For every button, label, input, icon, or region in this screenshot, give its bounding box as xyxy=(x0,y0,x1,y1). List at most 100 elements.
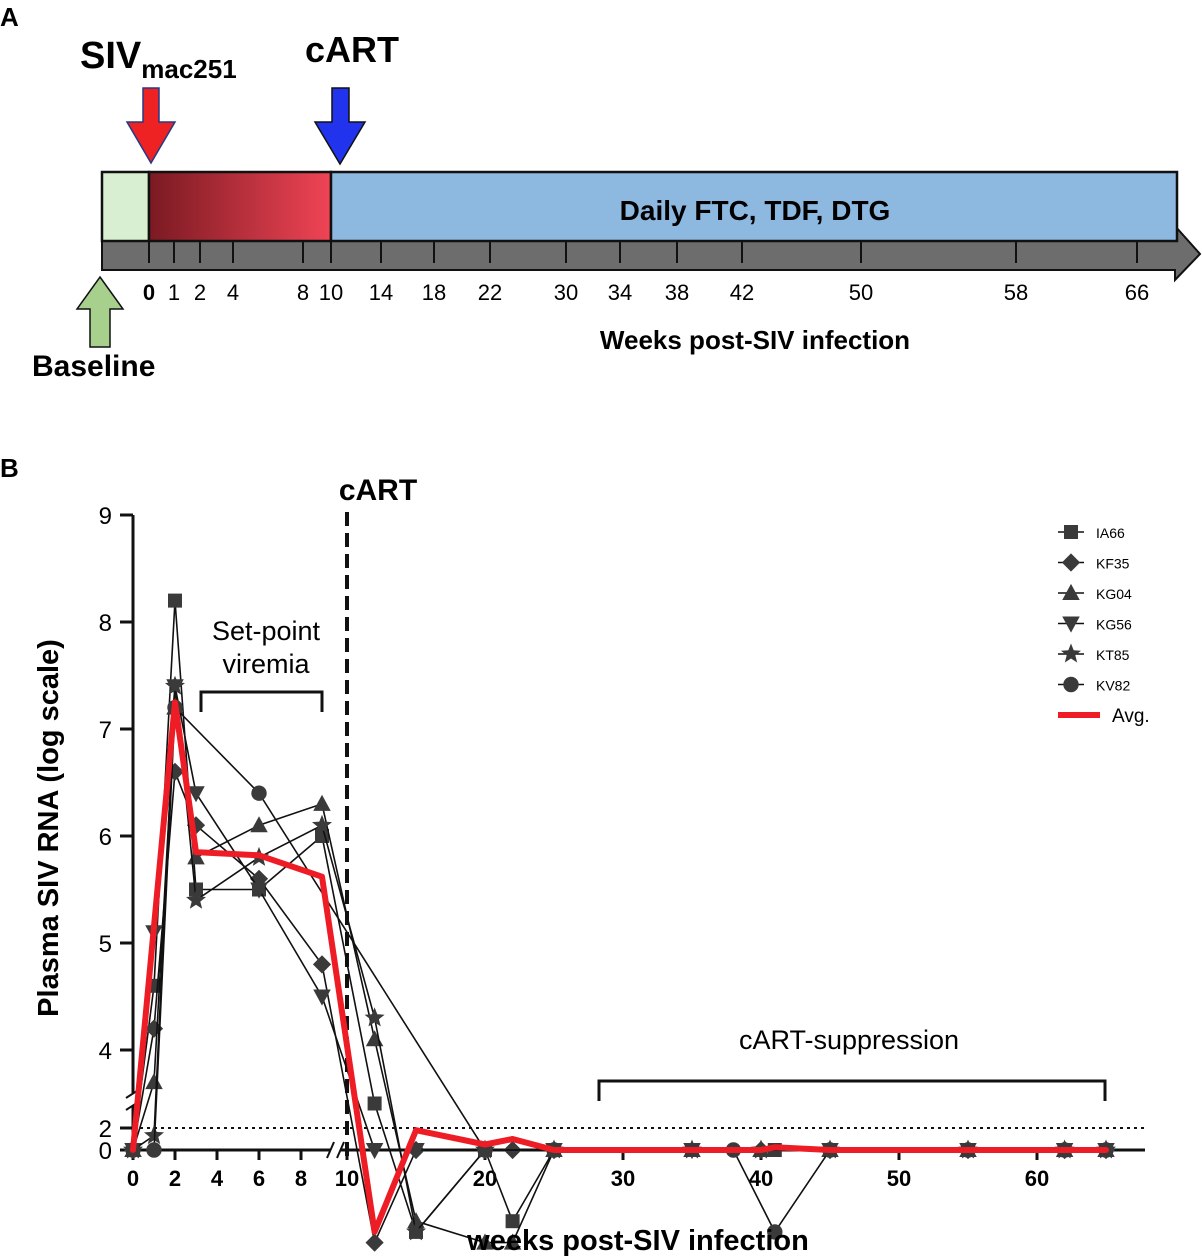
legend-marker-kv82 xyxy=(1063,676,1079,693)
data-point-kv82 xyxy=(146,1142,162,1158)
x-tick-label: 60 xyxy=(1025,1166,1049,1191)
legend-label-kv82: KV82 xyxy=(1096,678,1130,694)
timeline-tick-label: 22 xyxy=(478,280,502,305)
legend-label-kf35: KF35 xyxy=(1096,556,1130,572)
y-tick-label: 2 xyxy=(99,1116,112,1143)
cart-label-a: cART xyxy=(305,29,399,70)
legend-marker-kt85 xyxy=(1061,643,1081,663)
acute-period-bar xyxy=(147,170,333,243)
timeline-tick-label: 2 xyxy=(194,280,206,305)
legend-label-ia66: IA66 xyxy=(1096,525,1125,541)
legend-label-avg: Avg. xyxy=(1112,706,1150,727)
data-point-kg04 xyxy=(145,1073,163,1090)
x-tick-label: 0 xyxy=(127,1166,139,1191)
timeline-tick-label: 1 xyxy=(168,280,180,305)
x-tick-label: 20 xyxy=(473,1166,497,1191)
legend-marker-kg04 xyxy=(1062,583,1080,600)
timeline-tick-label: 8 xyxy=(297,280,309,305)
data-point-kv82 xyxy=(251,785,267,801)
timeline-tick-label: 42 xyxy=(730,280,754,305)
x-tick-label: 8 xyxy=(295,1166,307,1191)
timeline-tick-label: 14 xyxy=(369,280,393,305)
baseline-arrow-icon xyxy=(75,275,125,348)
panel-a-label: A xyxy=(0,2,19,32)
data-point-kf35 xyxy=(249,869,269,888)
series-line-kv82 xyxy=(133,705,1106,1234)
data-point-kg56 xyxy=(365,1143,384,1160)
x-tick-label: 50 xyxy=(887,1166,911,1191)
data-point-kg04 xyxy=(407,1212,425,1229)
siv-arrow-icon xyxy=(125,87,177,165)
data-point-kt85 xyxy=(364,1007,385,1027)
data-point-kg56 xyxy=(250,882,268,899)
y-axis-title: Plasma SIV RNA (log scale) xyxy=(33,639,65,1017)
data-point-kv82 xyxy=(767,1224,783,1240)
legend-label-kt85: KT85 xyxy=(1096,647,1130,663)
x-axis-break-mark xyxy=(326,1141,335,1159)
siv-label-sub: mac251 xyxy=(141,54,236,84)
data-point-kt85 xyxy=(186,889,206,909)
y-tick-label: 0 xyxy=(99,1138,112,1165)
timeline-tick-label: 66 xyxy=(1125,280,1149,305)
series-line-kg04 xyxy=(132,707,1106,1244)
y-tick-label: 7 xyxy=(99,717,112,744)
series-line-avg xyxy=(130,699,1109,1235)
x-tick-label: 10 xyxy=(335,1166,359,1191)
data-point-kf35 xyxy=(312,955,332,974)
data-point-ia66 xyxy=(505,1214,520,1229)
series-kv82 xyxy=(125,699,1114,1240)
legend-marker-ia66 xyxy=(1064,525,1078,539)
y-tick-label: 6 xyxy=(99,824,112,851)
baseline-label: Baseline xyxy=(32,350,155,383)
siv-label: SIVmac251 xyxy=(80,35,237,84)
timeline-tick-label: 4 xyxy=(227,280,239,305)
data-point-ia66 xyxy=(168,593,182,608)
legend-marker-kg56 xyxy=(1062,616,1080,633)
panel-a-axis-title: Weeks post-SIV infection xyxy=(600,325,910,355)
data-point-kg56 xyxy=(187,786,205,803)
y-tick-label: 5 xyxy=(99,931,112,958)
data-point-kt85 xyxy=(406,1221,426,1241)
x-tick-label: 4 xyxy=(211,1166,224,1191)
data-point-kg04 xyxy=(313,794,331,811)
timeline-tick-label: 18 xyxy=(422,280,446,305)
legend-label-kg04: KG04 xyxy=(1096,586,1132,602)
legend: IA66 KF35 KG04 KG56 KT85 KV82 Avg. xyxy=(1058,525,1150,727)
plot-series xyxy=(123,593,1116,1252)
data-point-kf35 xyxy=(365,1233,384,1252)
legend-marker-kf35 xyxy=(1061,553,1081,572)
data-point-ia66 xyxy=(367,1096,382,1111)
data-point-kg04 xyxy=(476,1233,494,1250)
suppression-label: cART-suppression xyxy=(739,1025,959,1055)
x-axis-title: weeks post-SIV infection xyxy=(466,1225,809,1257)
setpoint-label-line2: viremia xyxy=(222,649,310,679)
baseline-period-bar xyxy=(100,170,151,243)
cart-arrow-icon xyxy=(313,87,367,166)
data-point-kt85 xyxy=(165,675,185,695)
data-point-kt85 xyxy=(312,814,332,834)
timeline-tick-label: 50 xyxy=(849,280,873,305)
x-tick-label: 30 xyxy=(611,1166,635,1191)
data-point-kg04 xyxy=(503,1233,522,1250)
timeline-ticks: 0 1 2 4 8 10 14 18 22 30 34 38 42 50 58 66 xyxy=(143,241,1149,305)
timeline-tick-label: 0 xyxy=(143,280,155,305)
setpoint-bracket xyxy=(199,690,324,712)
data-point-kg04 xyxy=(250,816,268,833)
x-tick-label: 2 xyxy=(169,1166,181,1191)
art-bar-text: Daily FTC, TDF, DTG xyxy=(620,195,891,226)
data-point-ia66 xyxy=(189,882,203,897)
timeline-tick-label: 58 xyxy=(1004,280,1028,305)
timeline-tick-label: 30 xyxy=(554,280,578,305)
data-point-kg56 xyxy=(313,989,331,1006)
y-tick-label: 4 xyxy=(99,1038,112,1065)
timeline-tick-label: 34 xyxy=(608,280,632,305)
data-point-kg04 xyxy=(365,1030,384,1047)
timeline-tick-label: 10 xyxy=(319,280,343,305)
x-axis-break-mark xyxy=(336,1141,345,1159)
setpoint-label-line1: Set-point xyxy=(212,616,321,646)
x-tick-label: 6 xyxy=(253,1166,265,1191)
suppression-bracket xyxy=(597,1079,1107,1101)
